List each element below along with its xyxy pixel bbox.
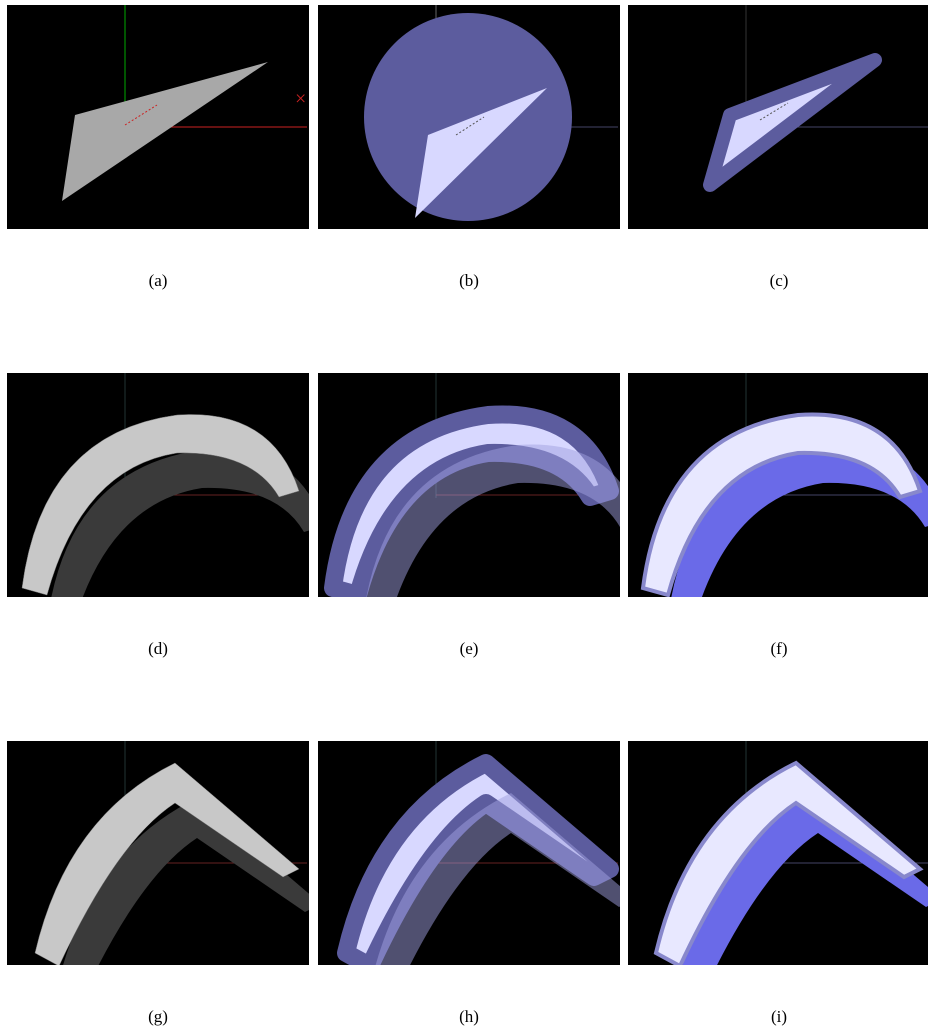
- render-panel: [318, 5, 620, 229]
- render-panel: [628, 741, 928, 965]
- render-shape: [364, 13, 572, 221]
- panel-caption: (g): [7, 1007, 309, 1027]
- panel-caption: (b): [318, 271, 620, 291]
- render-panel: [318, 741, 620, 965]
- panel-caption: (c): [628, 271, 928, 291]
- panel-caption: (e): [318, 639, 620, 659]
- render-panel: [7, 741, 309, 965]
- render-panel: ×: [7, 5, 309, 229]
- render-panel: [628, 5, 928, 229]
- render-shape: [62, 62, 268, 201]
- render-panel: [7, 373, 309, 597]
- render-panel: [318, 373, 620, 597]
- render-panel: [628, 373, 928, 597]
- render-shape: ×: [295, 88, 306, 110]
- panel-caption: (d): [7, 639, 309, 659]
- render-shape: [710, 60, 875, 185]
- figure: × (a) (b) (c) (d) (e) (f) (g) (h) (i): [0, 0, 928, 1030]
- panel-caption: (h): [318, 1007, 620, 1027]
- panel-caption: (a): [7, 271, 309, 291]
- panel-caption: (f): [628, 639, 928, 659]
- panel-caption: (i): [628, 1007, 928, 1027]
